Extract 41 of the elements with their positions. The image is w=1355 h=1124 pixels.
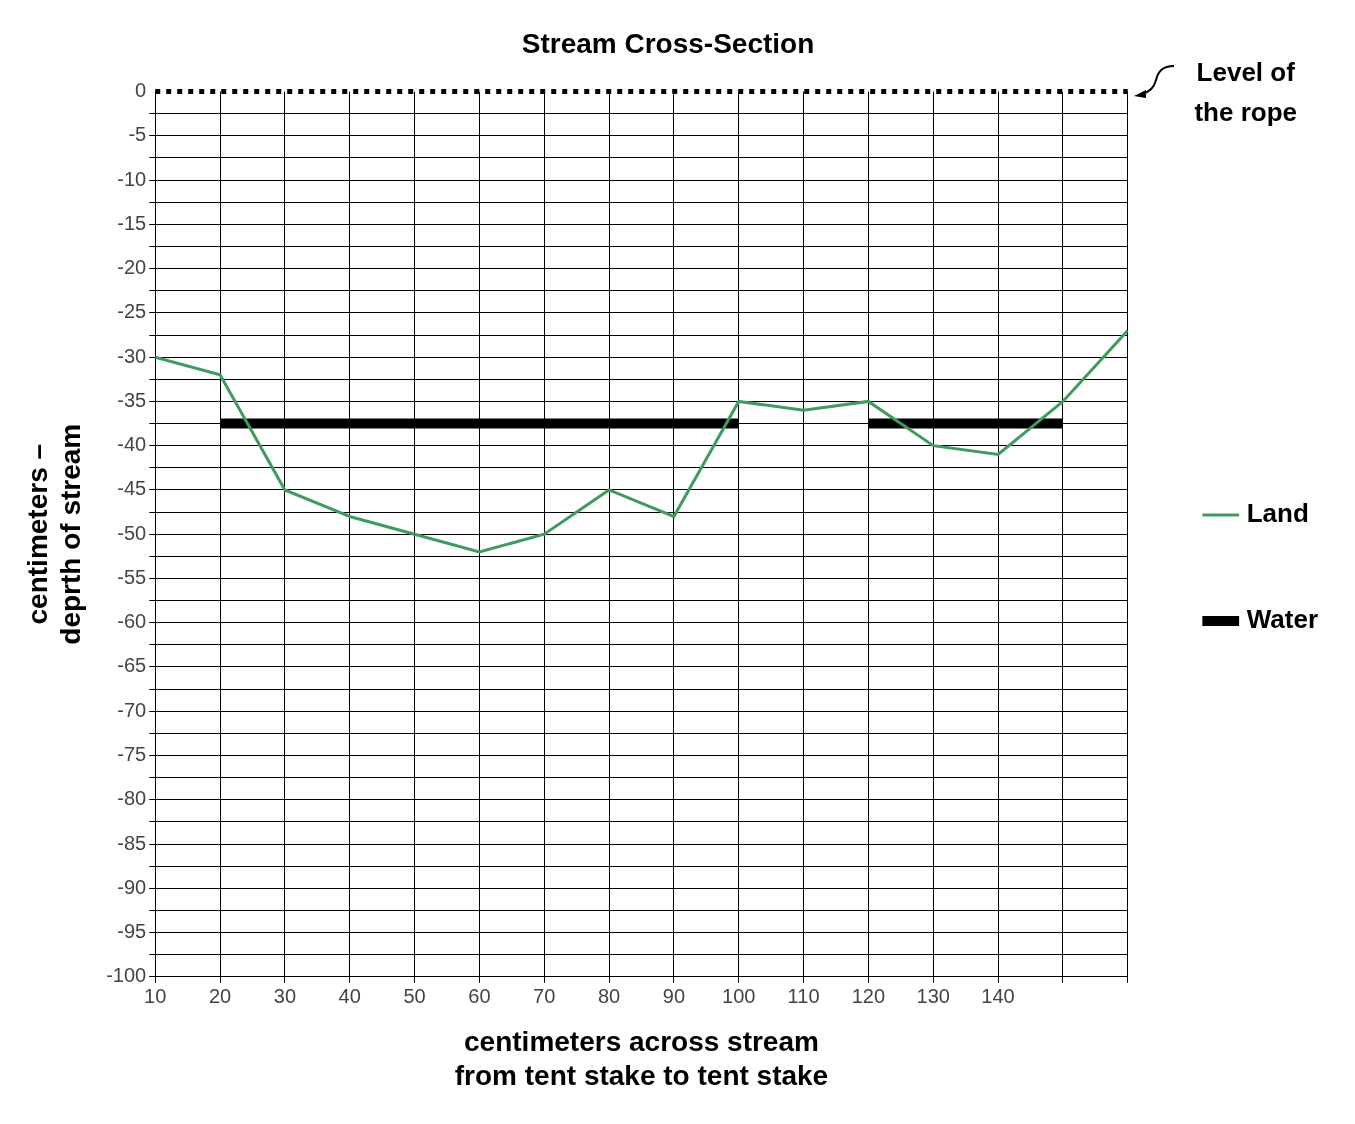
x-tick-label: 30	[273, 985, 297, 1008]
y-tick-label: -70	[117, 698, 147, 721]
y-tick-label: -95	[117, 920, 147, 943]
x-axis-title: centimeters across stream from tent stake to tent stake	[454, 1026, 829, 1091]
y-tick-label: -50	[117, 521, 147, 544]
x-tick-label: 50	[403, 985, 426, 1008]
y-tick-label: -10	[117, 167, 147, 190]
x-tick-label: 110	[787, 985, 820, 1008]
legend-label: Water	[1246, 604, 1319, 635]
y-tick-label: -80	[117, 787, 147, 810]
ref-line-label: Level of the rope	[1193, 55, 1298, 129]
chart-title: Stream Cross-Section	[521, 27, 815, 59]
x-tick-label: 140	[981, 985, 1015, 1008]
x-tick-label: 10	[144, 985, 167, 1008]
x-tick-label: 120	[851, 985, 886, 1008]
x-tick-label: 90	[662, 985, 686, 1008]
y-tick-label: -15	[117, 211, 147, 234]
x-tick-label: 130	[916, 985, 950, 1008]
y-axis-title: centimeters – deprth of stream	[21, 423, 87, 645]
y-tick-label: -30	[117, 344, 147, 367]
y-tick-label: -75	[117, 743, 147, 766]
y-tick-label: -40	[117, 433, 147, 456]
y-tick-label: -90	[117, 875, 147, 898]
y-tick-label: 0	[135, 79, 147, 102]
y-tick-label: -35	[117, 388, 147, 411]
x-tick-label: 60	[468, 985, 491, 1008]
x-tick-label: 40	[338, 985, 361, 1008]
legend-label: Land	[1246, 498, 1309, 529]
y-tick-label: -85	[117, 831, 147, 854]
x-tick-label: 80	[597, 985, 621, 1008]
y-tick-label: -100	[106, 964, 147, 987]
y-tick-label: -5	[128, 123, 147, 146]
x-tick-label: 100	[722, 985, 756, 1008]
x-tick-label: 20	[208, 985, 232, 1008]
x-tick-label: 70	[533, 985, 556, 1008]
y-tick-label: -25	[117, 300, 147, 323]
y-tick-label: -20	[117, 256, 147, 279]
y-tick-label: -60	[117, 610, 147, 633]
y-tick-label: -55	[117, 565, 147, 588]
y-tick-label: -45	[117, 477, 147, 500]
y-tick-label: -65	[117, 654, 147, 677]
